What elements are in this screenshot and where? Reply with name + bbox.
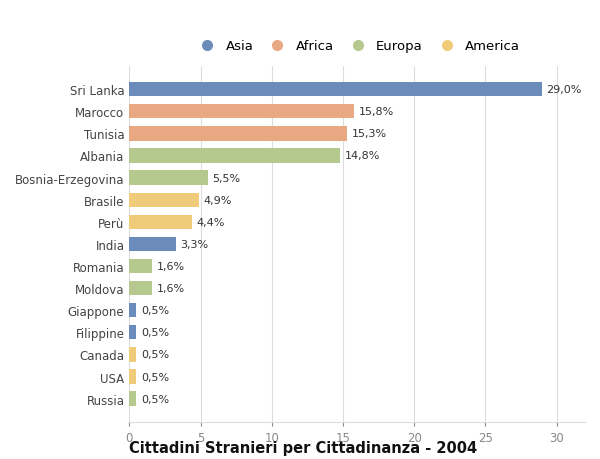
Text: Cittadini Stranieri per Cittadinanza - 2004: Cittadini Stranieri per Cittadinanza - 2… <box>130 441 478 455</box>
Bar <box>130 281 152 296</box>
Text: 3,3%: 3,3% <box>181 240 209 249</box>
Text: 5,5%: 5,5% <box>212 173 240 183</box>
Text: 0,5%: 0,5% <box>141 306 169 315</box>
Bar <box>130 347 136 362</box>
Text: 0,5%: 0,5% <box>141 350 169 359</box>
Legend: Asia, Africa, Europa, America: Asia, Africa, Europa, America <box>191 38 523 56</box>
Text: 1,6%: 1,6% <box>157 262 185 271</box>
Bar <box>130 171 208 185</box>
Text: 29,0%: 29,0% <box>547 85 582 95</box>
Text: 0,5%: 0,5% <box>141 394 169 404</box>
Bar <box>130 149 340 163</box>
Text: 0,5%: 0,5% <box>141 328 169 337</box>
Text: 4,9%: 4,9% <box>203 195 232 205</box>
Bar <box>130 303 136 318</box>
Text: 1,6%: 1,6% <box>157 284 185 293</box>
Bar <box>130 215 192 230</box>
Text: 15,3%: 15,3% <box>352 129 386 139</box>
Bar <box>130 392 136 406</box>
Bar <box>130 369 136 384</box>
Text: 14,8%: 14,8% <box>344 151 380 161</box>
Text: 15,8%: 15,8% <box>359 107 394 117</box>
Text: 0,5%: 0,5% <box>141 372 169 382</box>
Bar <box>130 105 355 119</box>
Bar <box>130 325 136 340</box>
Text: 4,4%: 4,4% <box>196 217 224 227</box>
Bar <box>130 127 347 141</box>
Bar <box>130 237 176 252</box>
Bar <box>130 259 152 274</box>
Bar <box>130 83 542 97</box>
Bar <box>130 193 199 207</box>
